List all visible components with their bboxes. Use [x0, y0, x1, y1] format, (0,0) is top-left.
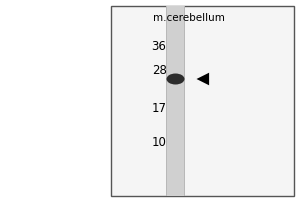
Bar [111, 6, 294, 196]
Text: 10: 10 [152, 137, 166, 150]
Text: m.cerebellum: m.cerebellum [153, 13, 225, 23]
Bar [166, 6, 185, 196]
Text: 28: 28 [152, 64, 166, 77]
Bar [184, 6, 185, 196]
Text: 36: 36 [152, 40, 166, 52]
Bar [166, 6, 167, 196]
Polygon shape [196, 73, 209, 85]
Ellipse shape [167, 73, 184, 84]
Text: 17: 17 [152, 102, 166, 114]
